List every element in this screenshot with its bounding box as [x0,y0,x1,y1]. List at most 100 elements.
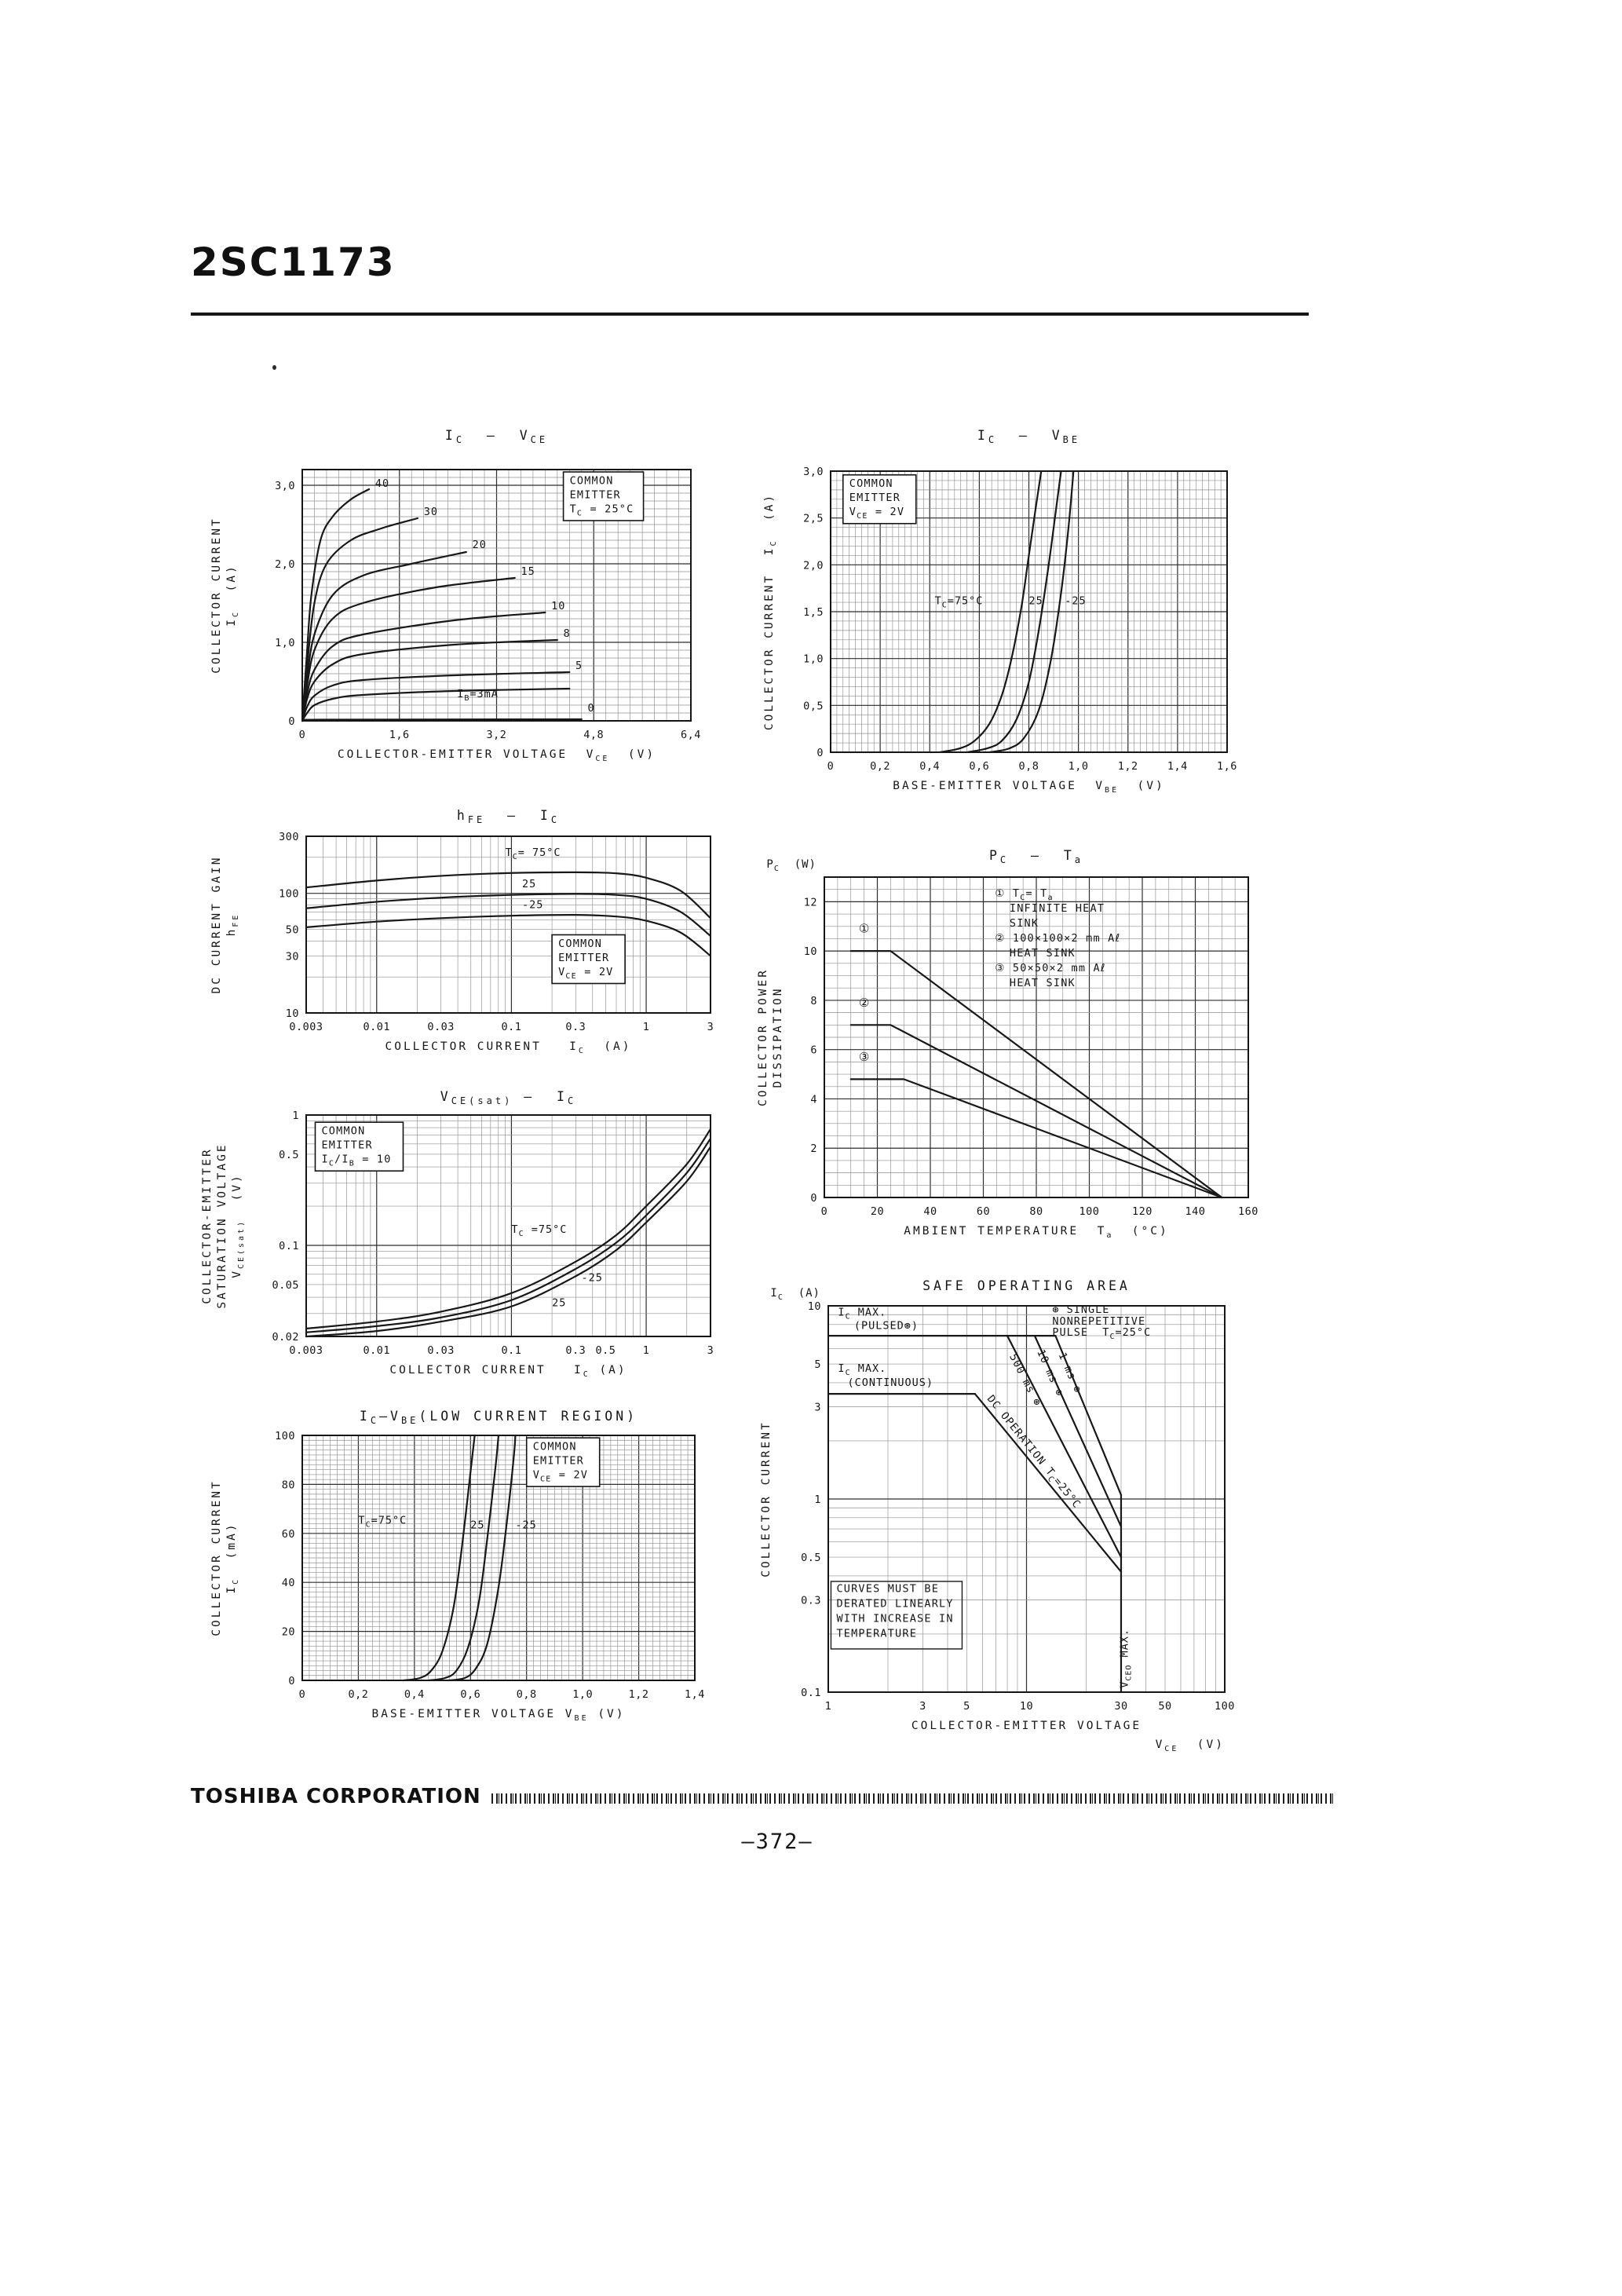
svg-text:100: 100 [1080,1205,1100,1218]
svg-text:VCE = 2V: VCE = 2V [849,506,904,521]
svg-text:VCE = 2V: VCE = 2V [558,966,613,981]
header-rule [191,313,1309,316]
svg-text:EMITTER: EMITTER [570,488,621,501]
svg-text:-25: -25 [581,1272,602,1285]
grid [301,1435,696,1681]
svg-text:③: ③ [859,1050,870,1064]
series-ib-5ma [301,671,571,722]
series-ib-0 [301,718,583,722]
svg-text:IC (A): IC (A) [770,1287,820,1302]
svg-text:-25: -25 [522,899,543,912]
svg-text:SATURATION VOLTAGE: SATURATION VOLTAGE [216,1143,228,1308]
series-tc-75c [938,470,1043,754]
svg-text:6,4: 6,4 [681,729,701,741]
svg-text:IC (mA): IC (mA) [225,1522,240,1593]
svg-text:0.1: 0.1 [501,1344,521,1357]
series-tc-25c [966,470,1062,754]
series-tc-25c [305,893,711,938]
svg-text:0,6: 0,6 [969,760,989,773]
svg-text:3: 3 [707,1021,714,1033]
svg-text:hFE — IC: hFE — IC [457,808,560,825]
svg-text:0: 0 [288,715,295,728]
svg-text:0: 0 [288,1675,295,1687]
svg-text:3: 3 [814,1402,821,1414]
svg-text:0.003: 0.003 [289,1344,323,1357]
svg-text:AMBIENT TEMPERATURE Ta (°C): AMBIENT TEMPERATURE Ta (°C) [904,1225,1168,1240]
svg-text:COLLECTOR-EMITTER VOLTAGE: COLLECTOR-EMITTER VOLTAGE [911,1720,1142,1732]
svg-text:TC = 25°C: TC = 25°C [570,503,634,517]
series-group [849,950,1223,1199]
svg-text:3,0: 3,0 [275,480,295,492]
svg-text:100: 100 [275,1430,295,1442]
svg-text:10: 10 [286,1007,299,1020]
svg-text:COMMON: COMMON [570,474,614,487]
svg-text:IC (A): IC (A) [225,564,240,626]
series-dc-operation [974,1393,1123,1573]
svg-text:30: 30 [424,506,438,518]
axis-tick-labels: 0 20 40 60 80 100 120 140 160 0 2 4 6 8 10 12 [804,896,1259,1218]
series-group [301,488,583,722]
svg-text:DC CURRENT GAIN: DC CURRENT GAIN [210,856,223,994]
grid [305,835,711,1014]
chart-ic-vbe-low: 0 0,2 0,4 0,6 0,8 1,0 1,2 1,4 0 20 40 60 80 100 IC—VBE… [210,1409,704,1723]
series-group [402,1434,517,1682]
svg-text:10: 10 [1020,1700,1033,1713]
svg-text:0.1: 0.1 [279,1240,299,1252]
chart-ic-vce: 0 1,6 3,2 4,8 6,4 0 1,0 2,0 3,0 IC — VCE COLLECTOR… [210,428,701,763]
series-ib-10ma [301,611,546,722]
series-tc--25c [305,1137,711,1333]
svg-text:③ 50×50×2 mm Aℓ: ③ 50×50×2 mm Aℓ [995,962,1105,974]
svg-text:2,5: 2,5 [803,513,824,525]
svg-text:60: 60 [282,1528,295,1541]
svg-text:COMMON: COMMON [533,1441,577,1453]
svg-text:60: 60 [977,1205,990,1218]
svg-text:COLLECTOR-EMITTER VOLTAGE VCE: COLLECTOR-EMITTER VOLTAGE VCE (V) [338,748,656,763]
svg-text:0.5: 0.5 [595,1344,616,1357]
svg-text:IC/IB = 10: IC/IB = 10 [321,1153,391,1168]
series-pulse-1ms [1054,1335,1123,1496]
svg-text:WITH INCREASE IN: WITH INCREASE IN [836,1612,953,1625]
series-ib-30ma [301,517,419,722]
curve-labels: IC MAX.(PULSED⊛)IC MAX.(CONTINUOUS)⊛ SIN… [830,1303,1151,1688]
svg-text:SAFE OPERATING AREA: SAFE OPERATING AREA [922,1278,1131,1293]
svg-text:1,6: 1,6 [1217,760,1237,773]
svg-text:0.02: 0.02 [272,1331,299,1344]
svg-text:PULSE TC=25°C: PULSE TC=25°C [1052,1326,1151,1341]
svg-text:DISSIPATION: DISSIPATION [772,986,784,1088]
svg-text:0: 0 [299,729,306,741]
svg-text:IC MAX.: IC MAX. [838,1306,886,1321]
svg-text:0,4: 0,4 [404,1688,425,1701]
svg-text:PC — Ta: PC — Ta [989,848,1083,865]
svg-text:100: 100 [1215,1700,1235,1713]
svg-text:COLLECTOR POWER: COLLECTOR POWER [757,968,769,1106]
svg-text:IC — VBE: IC — VBE [977,428,1080,445]
series-1-infinite-heat-sink [849,950,1223,1199]
svg-text:160: 160 [1238,1205,1259,1218]
svg-text:1: 1 [814,1493,821,1506]
svg-text:NONREPETITIVE: NONREPETITIVE [1052,1315,1145,1328]
svg-text:VCE(sat) (V): VCE(sat) (V) [231,1173,246,1278]
svg-text:SINK: SINK [995,917,1039,930]
series-ib-8ma [301,638,558,722]
svg-text:EMITTER: EMITTER [558,952,609,964]
part-number: 2SC1173 [191,239,396,285]
svg-text:1,5: 1,5 [803,606,824,619]
svg-text:1: 1 [643,1021,650,1033]
svg-text:TC =75°C: TC =75°C [511,1223,567,1238]
svg-text:80: 80 [1029,1205,1043,1218]
svg-text:0.003: 0.003 [289,1021,323,1033]
svg-text:0.5: 0.5 [801,1552,821,1564]
svg-text:0.03: 0.03 [427,1344,455,1357]
curve-labels: TC=75°C 25 -25 [358,1514,536,1532]
svg-text:0.3: 0.3 [801,1595,821,1607]
svg-text:8: 8 [564,627,571,640]
svg-text:CURVES MUST BE: CURVES MUST BE [836,1582,939,1595]
svg-text:PC (W): PC (W) [766,858,816,873]
series-group [827,1335,1123,1694]
svg-text:0.1: 0.1 [501,1021,521,1033]
svg-text:0.03: 0.03 [427,1021,455,1033]
svg-text:-25: -25 [515,1519,536,1532]
svg-text:3: 3 [707,1344,714,1357]
